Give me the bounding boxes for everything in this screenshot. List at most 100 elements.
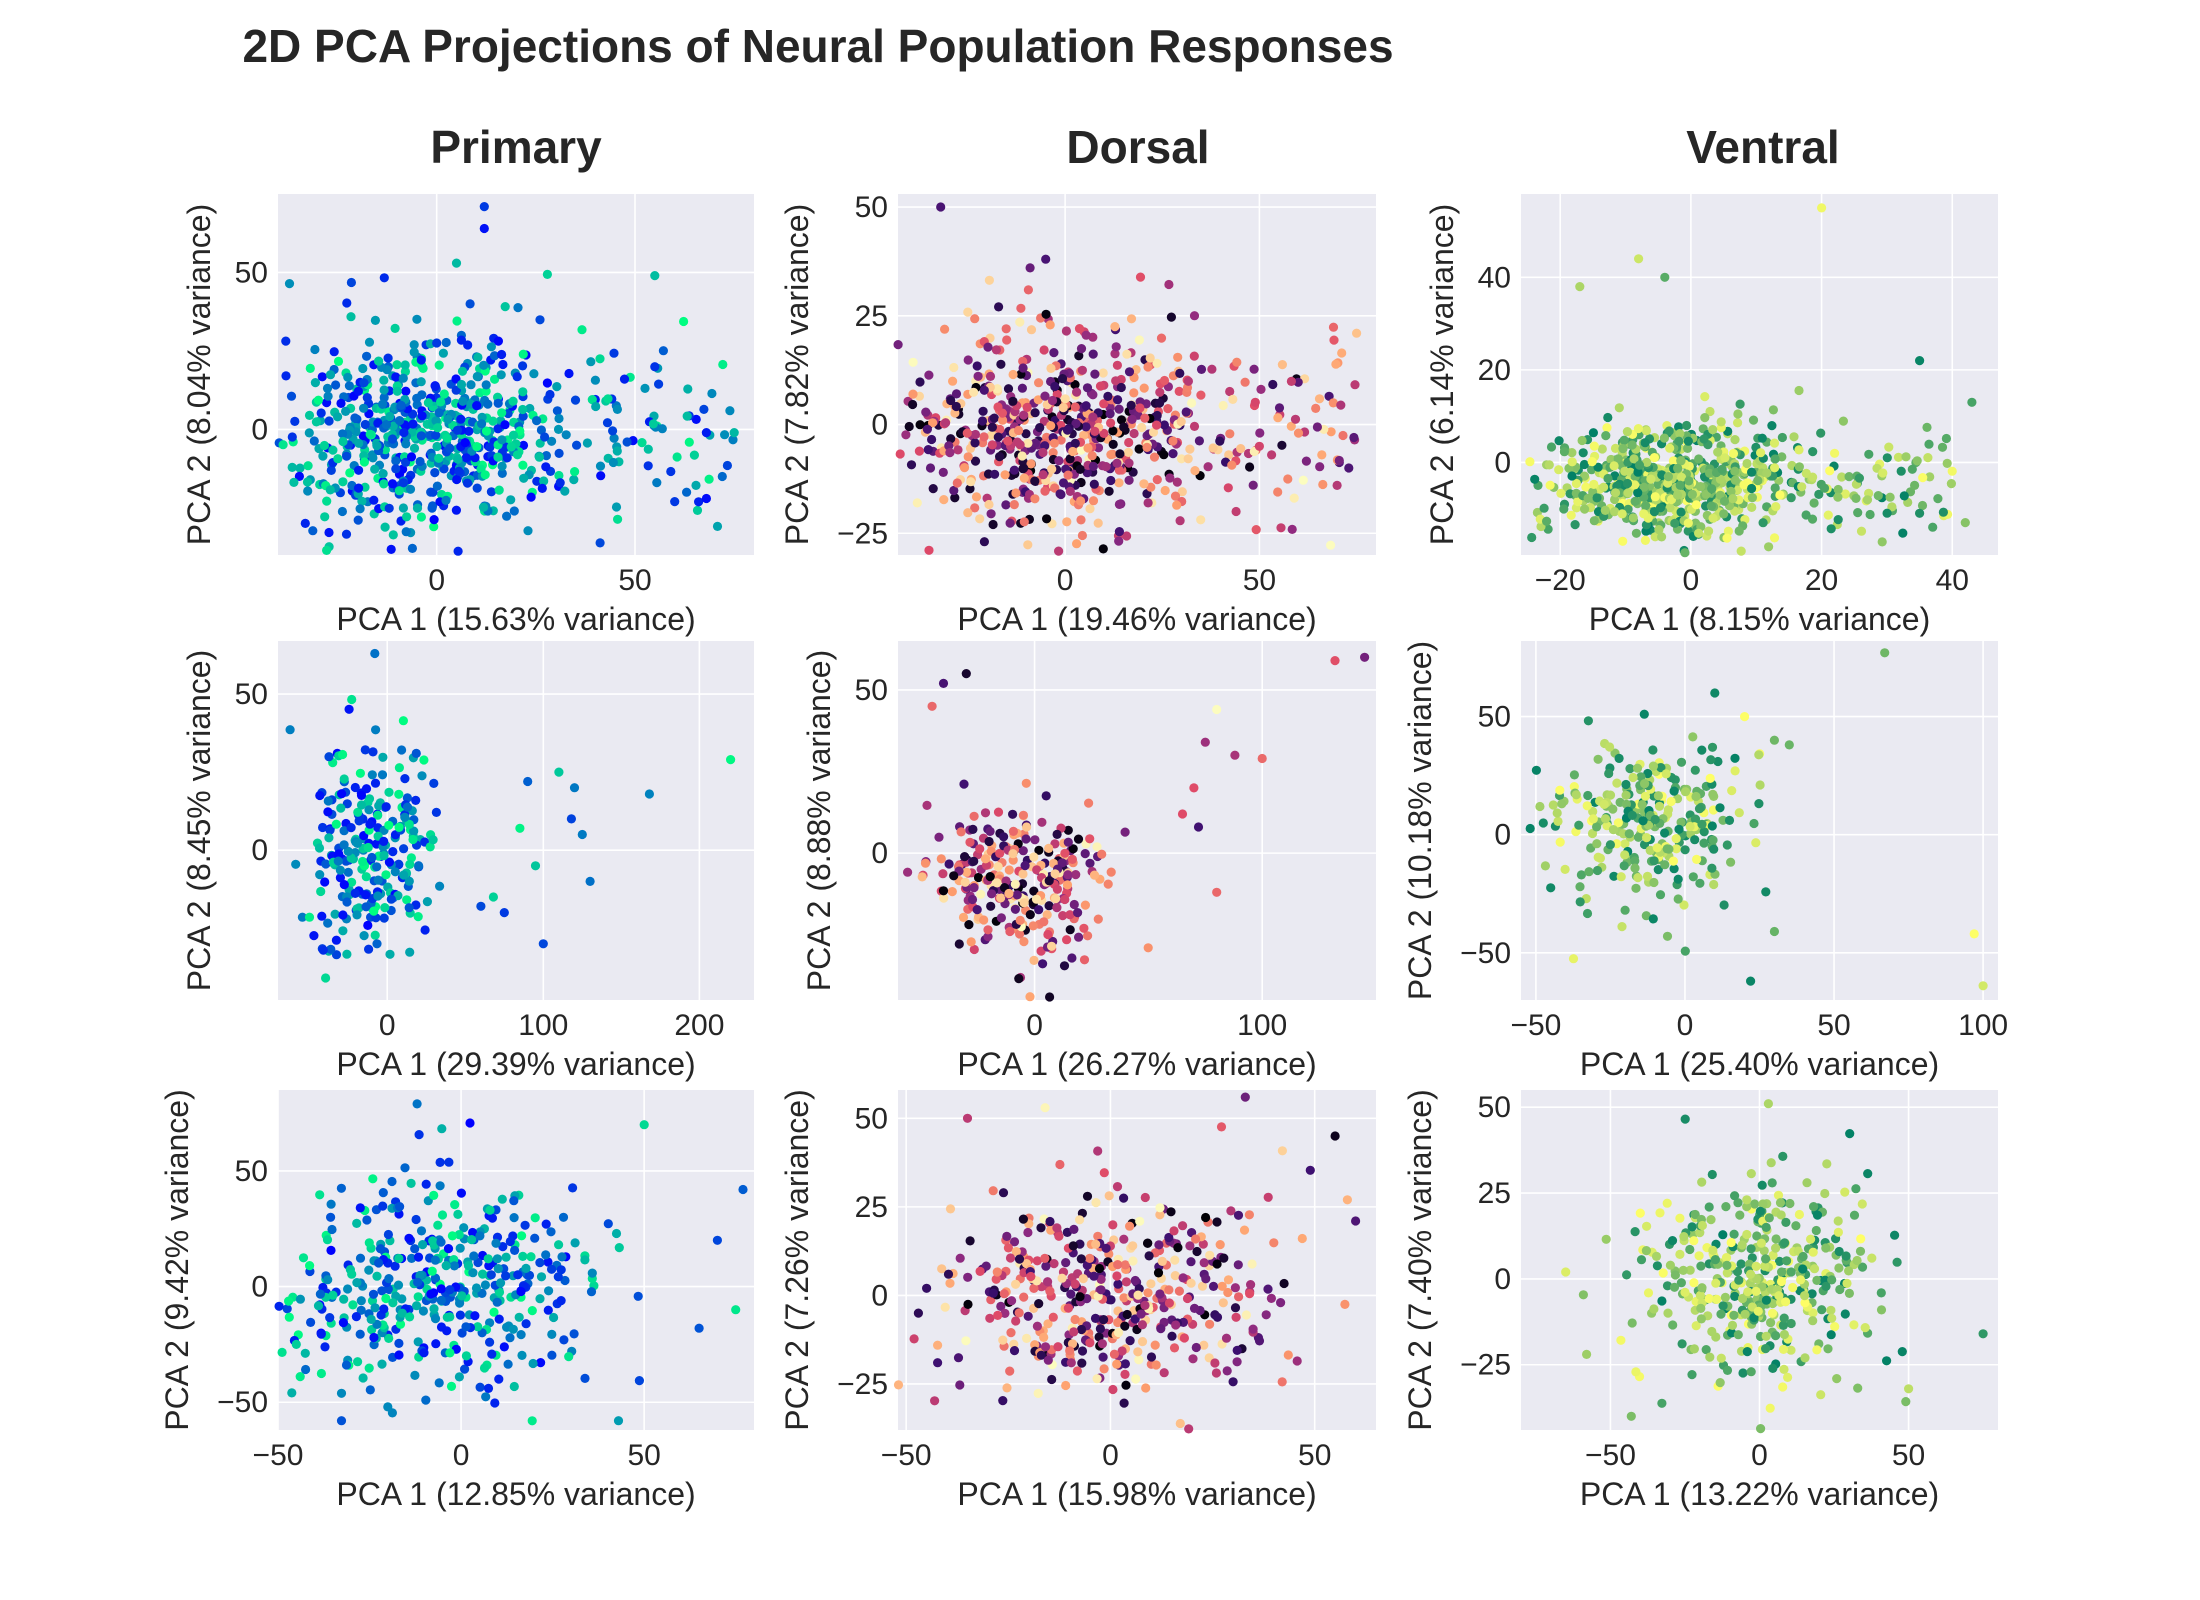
scatter-point [1146,1279,1156,1289]
y-axis-label: PCA 2 (6.14% variance) [1424,204,1460,546]
scatter-points [1525,648,1988,991]
scatter-point [1763,1099,1773,1109]
scatter-point [1746,1367,1756,1377]
scatter-point [1067,953,1077,963]
scatter-point [355,1203,365,1213]
scatter-point [908,357,918,367]
scatter-point [500,302,510,312]
scatter-point [1552,808,1562,818]
scatter-point [1767,421,1777,431]
scatter-point [1112,1359,1122,1369]
scatter-point [939,495,949,505]
scatter-point [301,1364,311,1375]
scatter-point [966,477,976,487]
scatter-point [1719,509,1729,519]
scatter-point [1761,1331,1771,1341]
scatter-point [701,493,712,504]
scatter-point [1649,453,1659,463]
scatter-point [303,461,313,471]
scatter-point [1099,1168,1109,1178]
scatter-point [1005,518,1015,528]
scatter-point [1740,712,1750,722]
scatter-point [1809,1202,1819,1212]
scatter-point [1788,1282,1798,1293]
scatter-point [1728,494,1738,504]
scatter-point [1315,462,1325,472]
scatter-point [344,704,354,714]
scatter-point [1670,1270,1680,1280]
scatter-point [955,1380,965,1390]
scatter-point [1605,742,1615,752]
scatter-point [1756,1424,1766,1434]
scatter-point [1212,887,1222,897]
scatter-point [1830,1322,1840,1332]
scatter-point [1052,1223,1062,1233]
scatter-point [1706,1215,1716,1225]
scatter-point [1119,1193,1129,1203]
scatter-point [1746,1244,1756,1254]
scatter-point [496,370,506,380]
scatter-point [1915,356,1925,366]
scatter-point [488,416,498,426]
scatter-point [622,437,632,447]
scatter-point [486,487,496,497]
scatter-point [364,1363,374,1373]
scatter-point [1081,422,1091,432]
scatter-point [1139,383,1149,393]
scatter-point [1175,1418,1185,1429]
scatter-point [1082,1191,1093,1201]
scatter-point [1896,466,1906,476]
scatter-point [1630,856,1640,866]
scatter-point [1163,404,1173,414]
scatter-point [1706,501,1716,511]
scatter-point [1609,871,1619,881]
scatter-point [1032,1256,1042,1266]
scatter-point [1231,506,1241,517]
scatter-point [506,495,516,505]
scatter-point [1901,452,1911,462]
x-axis-label: PCA 1 (15.63% variance) [336,601,695,637]
scatter-point [1765,1403,1775,1413]
scatter-point [1318,479,1328,490]
scatter-point [1525,823,1535,834]
scatter-point [1059,961,1070,971]
scatter-point [1648,914,1658,924]
scatter-point [650,271,660,281]
scatter-point [1108,1384,1118,1395]
scatter-point [1676,817,1686,827]
y-tick-label: 50 [1478,701,1511,734]
scatter-point [442,433,452,443]
scatter-point [1654,525,1664,535]
scatter-point [1779,1364,1789,1374]
scatter-point [1085,1253,1095,1263]
scatter-point [1298,475,1308,485]
scatter-point [1044,843,1054,854]
scatter-point [941,418,951,428]
scatter-point [1627,1318,1637,1328]
scatter-point [1090,369,1100,379]
scatter-point [1690,765,1700,775]
scatter-point [1768,1250,1778,1260]
scatter-point [1978,1329,1988,1339]
scatter-point [1672,490,1683,500]
scatter-point [1283,1350,1293,1360]
scatter-point [557,1252,567,1262]
scatter-point [359,378,369,388]
scatter-point [1338,430,1348,441]
scatter-point [1154,1240,1164,1250]
scatter-point [1750,1199,1760,1209]
scatter-point [1231,1312,1241,1322]
scatter-point [1778,1382,1788,1392]
scatter-point [451,258,462,268]
scatter-point [346,312,356,322]
scatter-point [915,377,925,387]
scatter-point [364,805,374,815]
scatter-point [436,1295,446,1305]
scatter-point [493,336,503,346]
scatter-point [1745,1269,1756,1279]
scatter-point [1011,488,1021,498]
scatter-point [374,801,384,811]
y-tick-label: 0 [1494,1263,1511,1296]
